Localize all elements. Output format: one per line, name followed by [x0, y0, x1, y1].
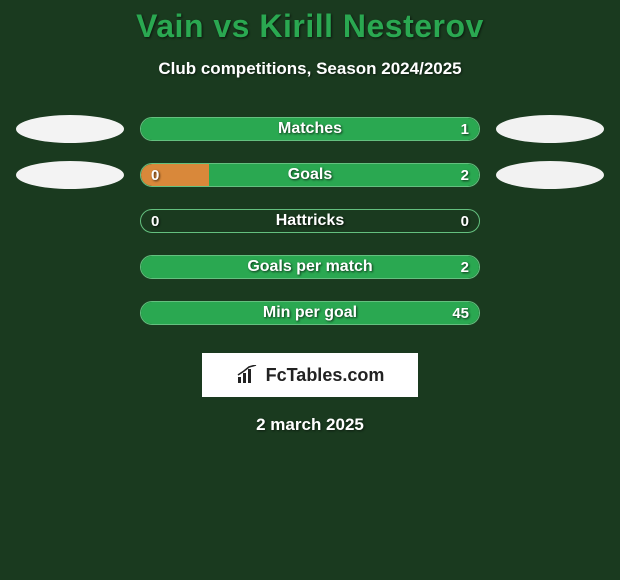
- bar-label: Matches: [141, 118, 479, 140]
- stat-row: Goals0 2: [10, 163, 610, 187]
- stat-row: Hattricks0 0: [10, 209, 610, 233]
- bar-value-right: 1: [461, 118, 469, 140]
- bar-track: Goals0 2: [140, 163, 480, 187]
- stat-row: Matches1: [10, 117, 610, 141]
- page-title: Vain vs Kirill Nesterov: [0, 0, 620, 45]
- bar-value-right: 2: [461, 256, 469, 278]
- avatar-oval-right: [496, 161, 604, 189]
- infographic-root: Vain vs Kirill Nesterov Club competition…: [0, 0, 620, 580]
- bar-track: Min per goal45: [140, 301, 480, 325]
- title-player1: Vain: [136, 8, 204, 44]
- bar-value-right: 45: [452, 302, 469, 324]
- stat-rows: Matches1Goals02Hattricks00Goals per matc…: [0, 117, 620, 325]
- logo-text: FcTables.com: [266, 365, 385, 386]
- bar-track: Goals per match2: [140, 255, 480, 279]
- chart-icon: [236, 365, 260, 385]
- bar-label: Min per goal: [141, 302, 479, 324]
- bar-label: Hattricks: [141, 210, 479, 232]
- title-player2: Kirill Nesterov: [259, 8, 483, 44]
- bar-value-left: 0: [151, 210, 159, 232]
- bar-track: Hattricks0 0: [140, 209, 480, 233]
- title-vs: vs: [204, 8, 259, 44]
- bar-value-left: 0: [151, 164, 159, 186]
- subtitle: Club competitions, Season 2024/2025: [0, 59, 620, 79]
- bar-value-right: 0: [461, 210, 469, 232]
- bar-label: Goals: [141, 164, 479, 186]
- stat-row: Goals per match2: [10, 255, 610, 279]
- logo-box: FcTables.com: [202, 353, 418, 397]
- stat-row: Min per goal45: [10, 301, 610, 325]
- footer-date: 2 march 2025: [0, 415, 620, 435]
- bar-label: Goals per match: [141, 256, 479, 278]
- bar-track: Matches1: [140, 117, 480, 141]
- avatar-oval-right: [496, 115, 604, 143]
- avatar-oval-left: [16, 161, 124, 189]
- bar-value-right: 2: [461, 164, 469, 186]
- avatar-oval-left: [16, 115, 124, 143]
